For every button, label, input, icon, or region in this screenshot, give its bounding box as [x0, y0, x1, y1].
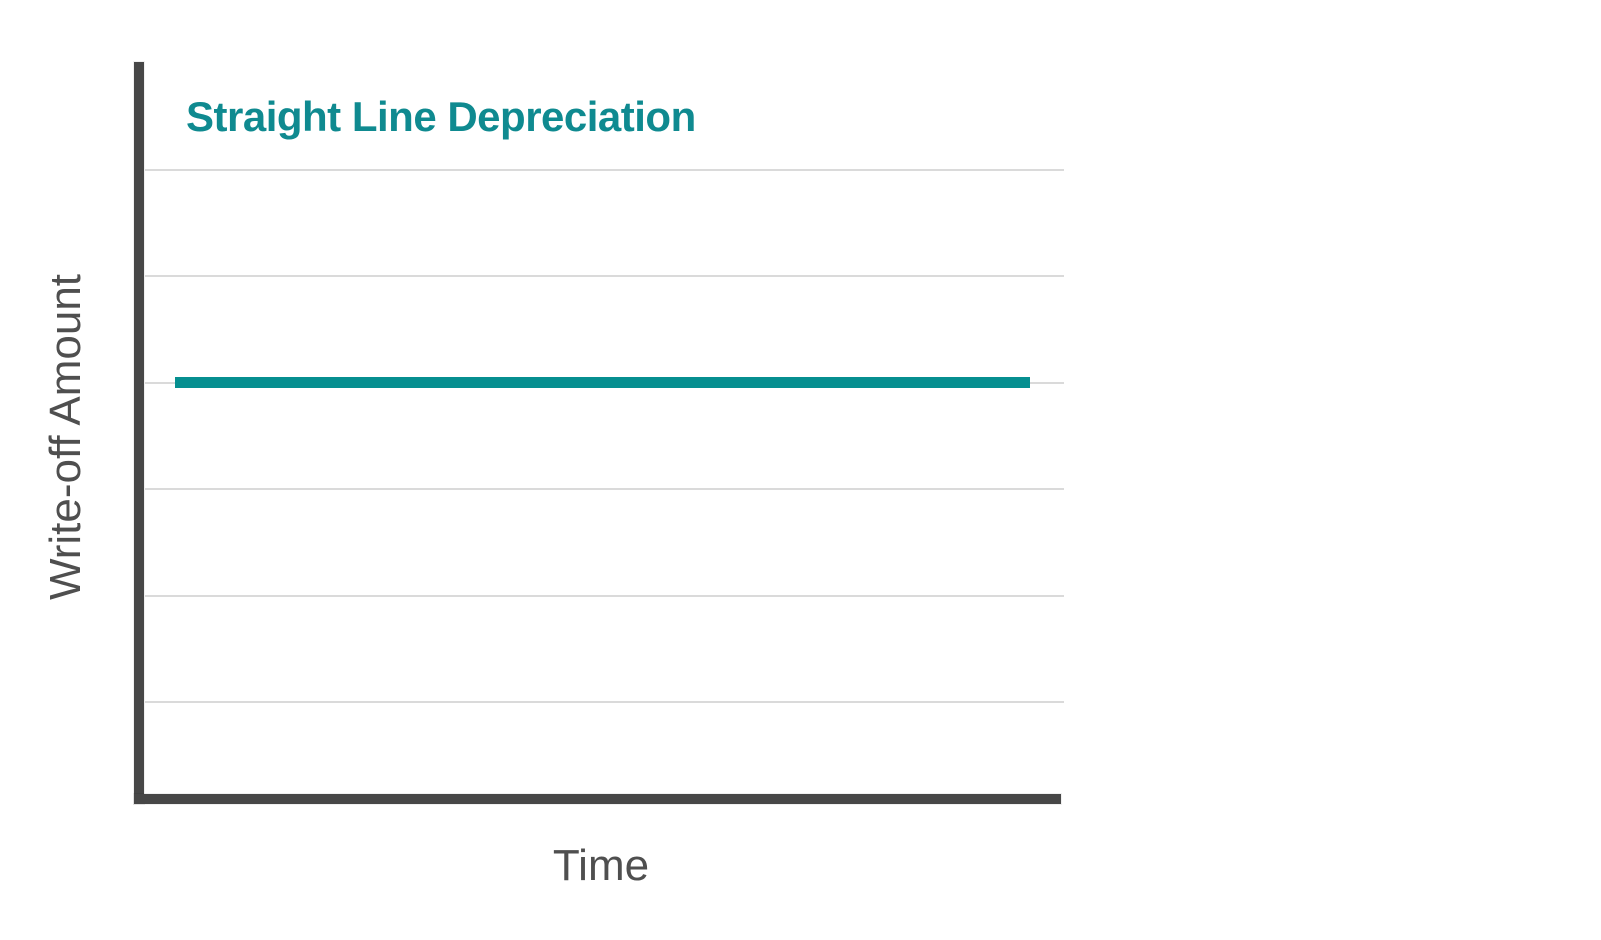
- chart-title: Straight Line Depreciation: [186, 93, 696, 140]
- x-axis-label: Time: [552, 841, 650, 890]
- y-axis-label: Write-off Amount: [41, 273, 90, 601]
- gridline: [145, 275, 1064, 278]
- gridline: [145, 701, 1064, 703]
- depreciation-line: [175, 377, 1030, 389]
- gridline: [145, 169, 1064, 171]
- x-axis-line: [134, 794, 1061, 804]
- y-axis-line: [134, 62, 144, 804]
- gridline: [145, 594, 1064, 597]
- gridline: [145, 488, 1064, 491]
